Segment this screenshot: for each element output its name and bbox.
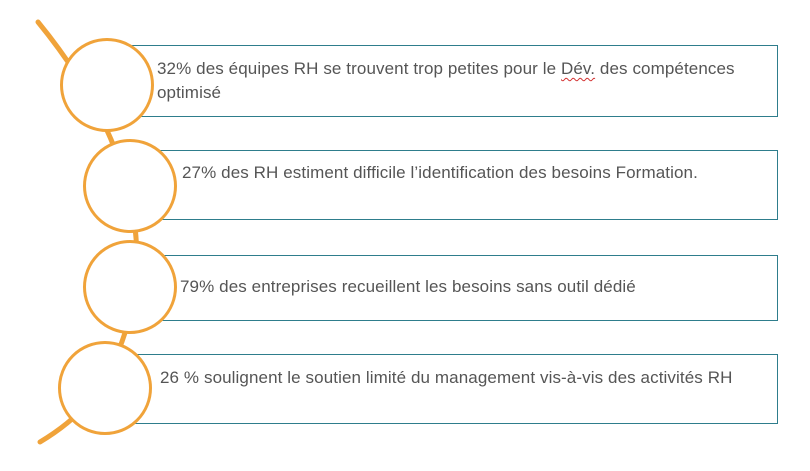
statistic-text-1: 32% des équipes RH se trouvent trop peti… [157, 57, 757, 105]
timeline-node-3 [83, 240, 177, 334]
statistic-text-1-start: 32% des équipes RH se trouvent trop peti… [157, 59, 561, 78]
timeline-node-1 [60, 38, 154, 132]
statistic-card-3 [128, 255, 778, 321]
statistic-text-2: 27% des RH estiment difficile l’identifi… [182, 163, 698, 182]
timeline-node-2 [83, 139, 177, 233]
statistic-text-3: 79% des entreprises recueillent les beso… [180, 277, 636, 296]
spellcheck-flagged-word: Dév. [561, 59, 596, 78]
statistic-card-4 [108, 354, 778, 424]
statistic-text-4: 26 % soulignent le soutien limité du man… [160, 368, 733, 387]
statistic-text-1-end: des compétences optimisé [157, 59, 735, 102]
statistic-card-2 [128, 150, 778, 220]
timeline-node-4 [58, 341, 152, 435]
